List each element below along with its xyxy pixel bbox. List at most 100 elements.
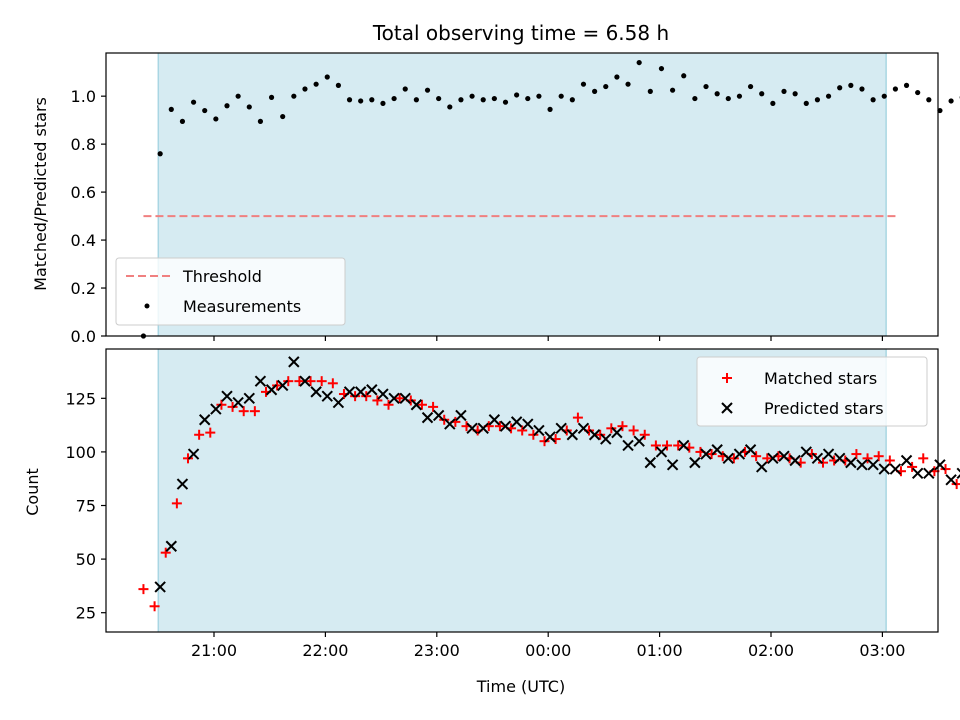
- bottom-axes-frame: [105, 348, 939, 633]
- measurement-points: [140, 59, 960, 339]
- y-tick-label: 0.2: [71, 279, 96, 298]
- predicted-star-point: [221, 390, 233, 402]
- measurement-point: [413, 97, 419, 103]
- matched-star-point: [316, 376, 327, 387]
- cross-stroke: [321, 390, 333, 402]
- cross-stroke: [410, 399, 423, 411]
- cross-stroke: [288, 356, 300, 368]
- matched-star-point: [171, 498, 182, 509]
- predicted-star-point: [811, 452, 824, 465]
- cross-stroke: [366, 384, 378, 396]
- matched-star-point: [907, 461, 918, 472]
- cross-stroke: [444, 418, 456, 430]
- matched-star-point: [673, 440, 684, 451]
- predicted-star-point: [911, 467, 924, 480]
- measurement-point: [480, 97, 486, 103]
- cross-stroke: [488, 414, 501, 426]
- cross-stroke: [199, 414, 211, 426]
- cross-stroke: [165, 540, 178, 552]
- predicted-star-point: [466, 422, 478, 435]
- predicted-star-point: [510, 416, 523, 428]
- predicted-star-point: [332, 396, 345, 409]
- predicted-star-point: [845, 456, 857, 469]
- measurement-point: [736, 93, 743, 99]
- predicted-star-point: [733, 448, 746, 460]
- y-tick-label: 25: [76, 604, 96, 623]
- cross-stroke: [399, 392, 411, 405]
- predicted-star-point: [555, 422, 567, 435]
- matched-star-point: [762, 453, 773, 464]
- predicted-star-point: [154, 581, 166, 593]
- predicted-star-point: [600, 433, 612, 445]
- cross-stroke: [622, 439, 634, 452]
- matched-star-point: [372, 395, 383, 406]
- measurement-point: [280, 113, 286, 120]
- measurement-point: [458, 97, 464, 103]
- measurement-point: [469, 93, 475, 99]
- cross-stroke: [577, 422, 590, 435]
- cross-stroke: [176, 478, 189, 490]
- cross-stroke: [678, 439, 690, 452]
- x-tick-label: 02:00: [748, 641, 794, 660]
- predicted-star-point: [611, 426, 623, 439]
- measurement-point: [447, 104, 453, 110]
- predicted-star-point: [488, 414, 501, 426]
- predicted-star-point: [410, 399, 423, 411]
- predicted-star-point: [833, 452, 846, 465]
- measurement-point: [502, 99, 509, 105]
- cross-stroke: [945, 474, 957, 486]
- measurement-point: [870, 97, 876, 103]
- predicted-star-point: [588, 429, 601, 441]
- predicted-star-point: [187, 448, 200, 460]
- cross-stroke: [756, 461, 768, 473]
- measurement-point: [681, 73, 687, 79]
- predicted-star-point: [744, 444, 757, 456]
- cross-stroke: [466, 422, 478, 435]
- measurement-point: [926, 97, 932, 103]
- predicted-star-point: [934, 459, 946, 471]
- measurement-point: [547, 106, 553, 112]
- cross-stroke: [299, 375, 311, 387]
- predicted-star-point: [421, 411, 434, 424]
- cross-stroke: [332, 396, 345, 409]
- predicted-star-point: [455, 409, 467, 422]
- cross-stroke: [232, 396, 244, 409]
- cross-stroke: [388, 392, 400, 405]
- predicted-star-point: [399, 392, 411, 405]
- predicted-star-point: [388, 392, 400, 405]
- x-tick-label: 22:00: [302, 641, 348, 660]
- cross-stroke: [778, 450, 790, 462]
- predicted-star-point: [689, 456, 701, 469]
- predicted-star-point: [923, 467, 935, 480]
- predicted-star-point: [232, 396, 244, 409]
- cross-stroke: [833, 452, 846, 465]
- measurement-point: [759, 91, 765, 97]
- predicted-star-point: [544, 431, 556, 443]
- cross-stroke: [733, 448, 746, 460]
- measurement-point: [235, 93, 241, 99]
- legend-matched-swatch: [722, 373, 732, 383]
- cross-stroke: [221, 390, 233, 402]
- legend-matched-label: Matched stars: [764, 369, 877, 388]
- predicted-star-point: [655, 446, 668, 458]
- cross-stroke: [856, 459, 868, 471]
- measurement-point: [669, 87, 676, 93]
- measurement-point: [837, 85, 843, 91]
- cross-stroke: [889, 463, 902, 475]
- measurement-point: [881, 93, 887, 99]
- y-tick-label: 0.8: [71, 135, 96, 154]
- top-axes-frame: [105, 52, 939, 337]
- matched-star-point: [517, 425, 528, 436]
- cross-stroke: [210, 403, 222, 415]
- bottom-y-ticks: 25 50 75 100 125: [65, 389, 106, 623]
- predicted-star-point: [165, 540, 178, 552]
- predicted-star-point: [756, 461, 768, 473]
- cross-stroke: [689, 456, 701, 469]
- y-tick-label: 0.4: [71, 231, 96, 250]
- measurement-point: [257, 118, 264, 124]
- matched-star-point: [650, 440, 661, 451]
- predicted-star-point: [477, 422, 489, 435]
- measurement-point: [937, 107, 943, 114]
- cross-stroke: [600, 433, 612, 445]
- measurement-point: [380, 100, 386, 106]
